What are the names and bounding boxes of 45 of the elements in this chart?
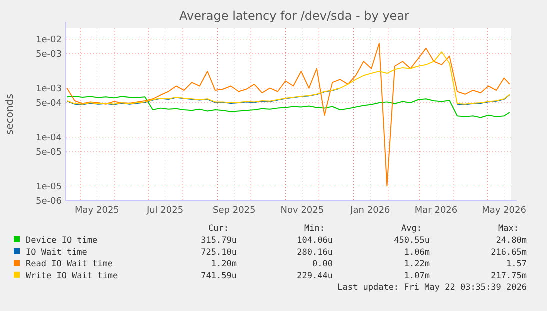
line-series <box>66 52 510 105</box>
text: 725.10u <box>201 248 237 258</box>
x-tick-label: Jan 2026 <box>350 206 391 216</box>
y-tick-label: 5e-05 <box>36 148 62 158</box>
chart-title: Average latency for /dev/sda - by year <box>180 9 410 23</box>
text: 1.07m <box>404 271 430 282</box>
text: 229.44u <box>297 271 333 282</box>
x-tick-label: May 2026 <box>482 206 527 216</box>
x-tick-label: Jul 2025 <box>146 206 184 216</box>
legend-label: Device IO time <box>26 236 98 246</box>
y-tick-label: 1e-05 <box>36 182 62 192</box>
legend-label: Read IO Wait time <box>26 260 113 270</box>
y-tick-label: 5e-04 <box>36 99 62 110</box>
text: 0.00 <box>312 260 333 270</box>
y-tick-label: 1e-03 <box>36 84 62 94</box>
x-tick-label: Nov 2025 <box>280 206 324 216</box>
text: Last update: Fri May 22 03:35:39 2026 <box>338 283 527 294</box>
x-tick-label: Mar 2026 <box>414 206 458 216</box>
line-series <box>66 96 510 118</box>
text: Avg: <box>402 224 422 234</box>
text: 24.80m <box>496 236 527 246</box>
y-tick-label: 5e-03 <box>36 50 62 60</box>
legend-label: IO Wait time <box>26 248 88 258</box>
text: 1.06m <box>404 248 430 258</box>
text: Max: <box>498 224 519 234</box>
x-tick-label: Sep 2025 <box>213 206 256 216</box>
text: 1.22m <box>404 260 430 270</box>
line-series <box>66 43 510 187</box>
text: 315.79u <box>201 236 237 246</box>
text: 280.16u <box>297 248 333 258</box>
text: 1.57 <box>506 260 527 270</box>
text: Cur: <box>208 224 229 234</box>
text: 216.65m <box>491 248 527 258</box>
x-tick-label: May 2025 <box>75 206 120 216</box>
text: 450.55u <box>394 236 430 246</box>
text: 741.59u <box>201 271 237 282</box>
y-tick-label: 5e-06 <box>36 197 62 208</box>
text: 1.20m <box>211 260 237 270</box>
legend-label: Write IO Wait time <box>26 271 118 282</box>
y-tick-label: 1e-04 <box>36 133 62 144</box>
y-tick-label: 1e-02 <box>36 35 62 46</box>
text: 217.75m <box>491 271 527 282</box>
text: Min: <box>304 224 325 234</box>
text: 104.06u <box>297 236 333 246</box>
y-axis-title: seconds <box>5 94 16 135</box>
